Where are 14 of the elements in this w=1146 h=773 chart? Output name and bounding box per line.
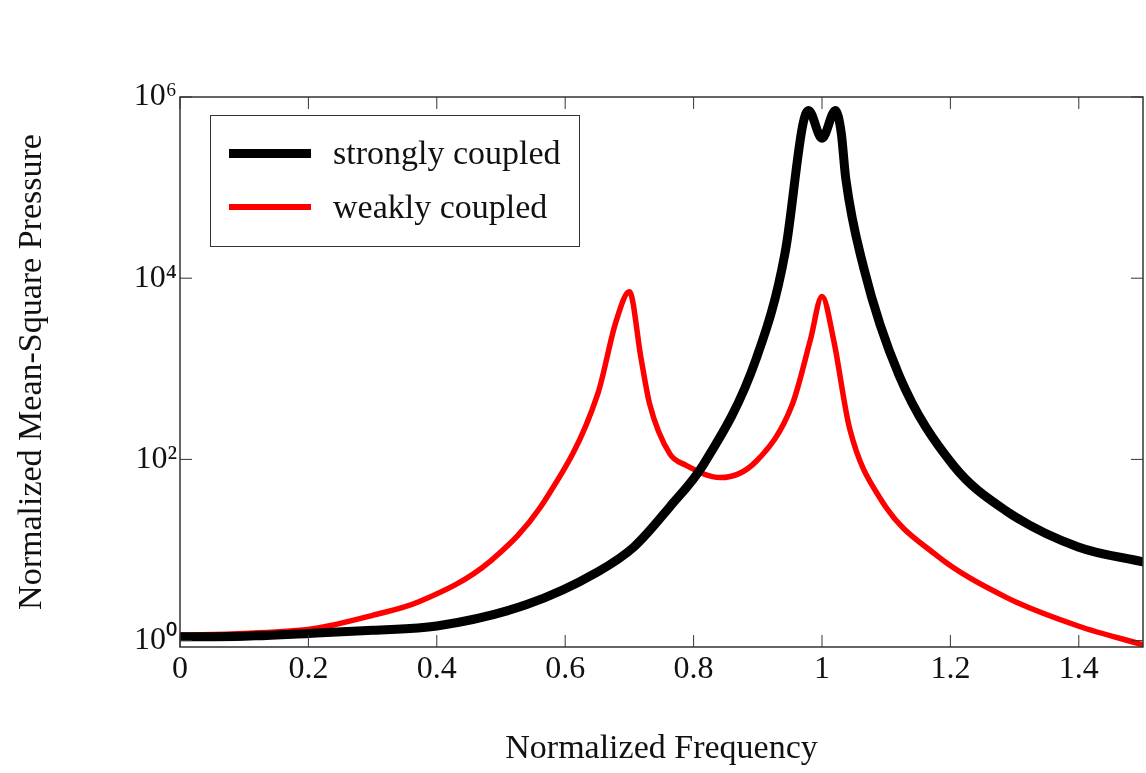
x-tick-label: 0.4 <box>416 648 457 685</box>
y-axis-title: Normalized Mean-Square Pressure <box>11 134 49 610</box>
y-tick-label: 10⁶ <box>133 76 177 113</box>
y-tick-label: 10² <box>135 438 177 475</box>
x-tick-label: 1.2 <box>930 648 971 685</box>
x-tick-label: 0.2 <box>288 648 329 685</box>
y-tick-label: 10⁴ <box>133 257 177 294</box>
x-tick-label: 1 <box>814 648 830 685</box>
x-tick-label: 1.4 <box>1058 648 1099 685</box>
legend-label: strongly coupled <box>333 134 561 172</box>
legend-label: weakly coupled <box>333 188 548 226</box>
x-tick-label: 0.6 <box>545 648 586 685</box>
x-axis-title: Normalized Frequency <box>505 727 818 765</box>
x-tick-label: 0.8 <box>673 648 714 685</box>
